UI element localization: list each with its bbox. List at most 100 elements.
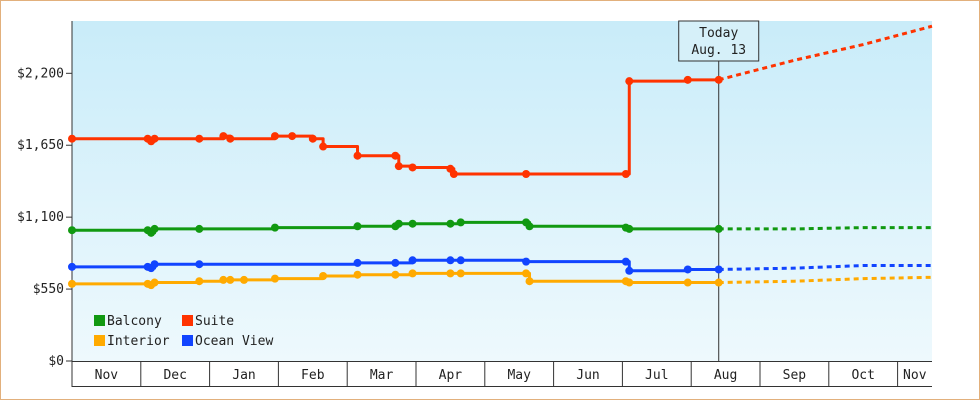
balcony-point xyxy=(408,219,417,228)
interior-point xyxy=(446,269,455,278)
y-tick-label: $0 xyxy=(48,354,64,369)
ocean-view-point xyxy=(353,258,362,267)
y-tick-label: $2,200 xyxy=(17,66,64,81)
suite-point xyxy=(522,170,531,178)
ocean-view-point xyxy=(621,257,630,266)
interior-point xyxy=(319,272,328,280)
x-tick-label: Nov xyxy=(903,368,927,383)
suite-point xyxy=(625,77,634,86)
x-tick-label: Feb xyxy=(301,368,325,383)
suite-point xyxy=(714,75,723,84)
balcony-forecast-line xyxy=(718,226,932,231)
x-tick-label: Sep xyxy=(783,368,807,383)
interior-point xyxy=(456,269,465,278)
suite-point xyxy=(683,75,692,84)
balcony-point xyxy=(270,223,279,232)
balcony-point xyxy=(394,219,403,228)
suite-point xyxy=(353,151,362,160)
balcony-legend-swatch xyxy=(94,315,105,326)
interior-forecast-line xyxy=(718,275,933,285)
balcony-point xyxy=(456,218,465,227)
balcony-legend-label: Balcony xyxy=(107,314,162,329)
x-tick-label: Jul xyxy=(645,368,668,383)
suite-point xyxy=(408,163,417,172)
x-tick-label: Aug xyxy=(714,368,737,383)
interior-point xyxy=(683,278,692,287)
ocean-view-point xyxy=(446,256,455,265)
suite-point xyxy=(319,142,328,151)
x-tick-label: Jun xyxy=(576,368,599,383)
y-tick-label: $550 xyxy=(33,282,64,297)
x-tick-label: Apr xyxy=(439,368,463,383)
balcony-point xyxy=(525,222,534,231)
balcony-point xyxy=(353,222,362,231)
suite-point xyxy=(150,134,159,143)
balcony-point xyxy=(625,224,634,233)
balcony-point xyxy=(150,224,159,233)
interior-point xyxy=(522,269,531,278)
ocean-view-legend-label: Ocean View xyxy=(195,334,273,349)
today-box xyxy=(678,20,760,62)
ocean-view-forecast-line xyxy=(718,264,932,271)
interior-legend-swatch xyxy=(94,335,105,346)
x-tick-label: Mar xyxy=(370,368,394,383)
today-label: Today xyxy=(699,26,738,41)
interior-point xyxy=(219,275,228,284)
legend: Balcony Suite Interior Ocean View xyxy=(94,314,273,349)
ocean-view-point xyxy=(150,260,159,269)
balcony-point xyxy=(714,224,723,233)
ocean-view-legend-swatch xyxy=(182,335,193,346)
balcony-point xyxy=(446,219,455,228)
ocean-view-point xyxy=(68,262,76,271)
ocean-view-point xyxy=(391,258,400,267)
ocean-view-point xyxy=(683,265,692,274)
y-tick-label: $1,650 xyxy=(17,138,64,153)
suite-point xyxy=(219,132,228,141)
interior-point xyxy=(391,270,400,279)
series-group xyxy=(68,24,933,290)
interior-point xyxy=(195,277,204,286)
ocean-view-point xyxy=(408,256,417,265)
suite-point xyxy=(68,134,76,143)
suite-point xyxy=(449,170,458,178)
today-marker: Today Aug. 13 xyxy=(678,20,760,361)
interior-point xyxy=(525,277,534,286)
suite-line xyxy=(72,78,719,176)
suite-point xyxy=(288,132,297,141)
suite-legend-swatch xyxy=(182,315,193,326)
interior-point xyxy=(240,275,248,284)
x-tick-label: Oct xyxy=(851,368,874,383)
interior-point xyxy=(226,275,235,284)
suite-legend-label: Suite xyxy=(195,314,234,329)
suite-forecast-line xyxy=(718,24,933,82)
interior-point xyxy=(714,278,723,287)
suite-point xyxy=(394,162,403,171)
interior-point xyxy=(353,270,362,279)
today-date-label: Aug. 13 xyxy=(691,43,746,58)
ocean-view-point xyxy=(195,260,204,269)
y-tick-label: $1,100 xyxy=(17,210,64,225)
x-tick-label: Dec xyxy=(163,368,186,383)
interior-point xyxy=(625,278,634,287)
interior-point xyxy=(150,278,159,287)
suite-point xyxy=(195,134,204,143)
axes: $0 $550 $1,100 $1,650 $2,200 Nov Dec Jan Feb Mar A… xyxy=(17,21,932,387)
suite-point xyxy=(226,134,235,143)
x-tick-label: May xyxy=(507,368,531,383)
ocean-view-point xyxy=(625,266,634,275)
suite-point xyxy=(391,151,400,160)
ocean-view-point xyxy=(714,265,723,274)
plot-area xyxy=(72,21,932,361)
interior-point xyxy=(408,269,417,278)
x-tick-label: Jan xyxy=(232,368,255,383)
balcony-point xyxy=(68,226,76,235)
ocean-view-point xyxy=(456,256,465,265)
suite-point xyxy=(621,170,630,178)
interior-point xyxy=(68,279,76,288)
ocean-view-point xyxy=(522,257,531,266)
interior-legend-label: Interior xyxy=(107,334,170,349)
balcony-point xyxy=(195,224,204,233)
suite-point xyxy=(270,132,279,141)
